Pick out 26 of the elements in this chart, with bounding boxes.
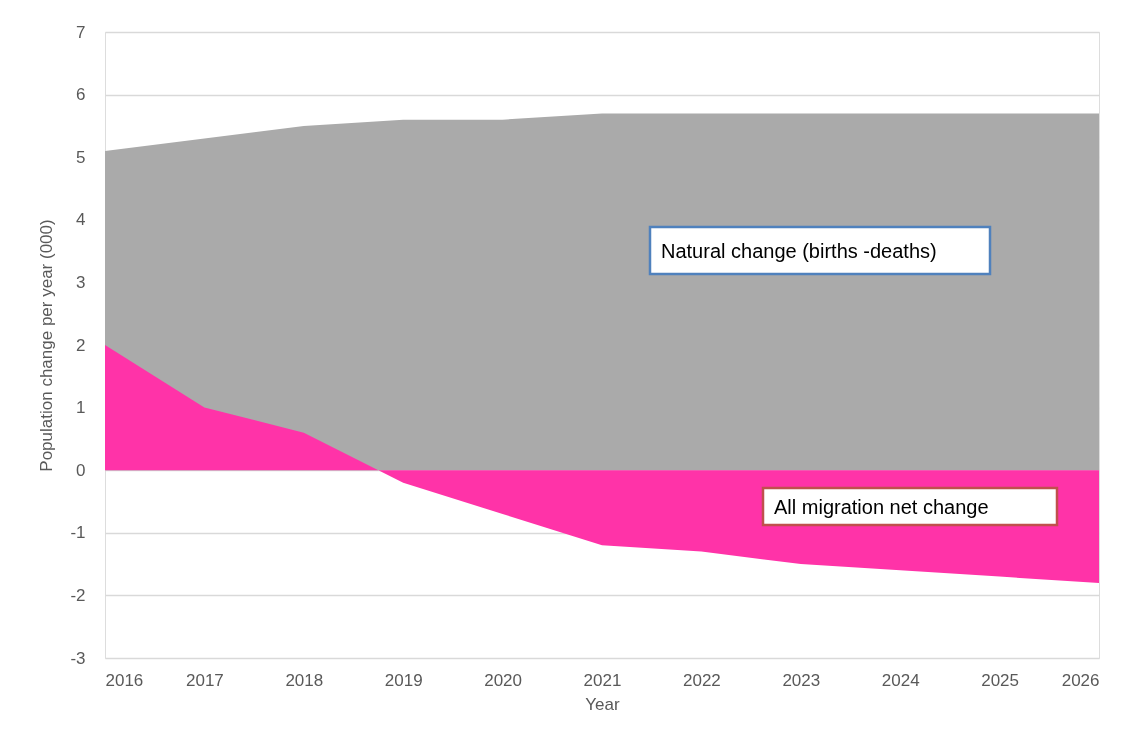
- y-axis-title: Population change per year (000): [37, 219, 57, 472]
- x-tick-label: 2020: [484, 670, 523, 690]
- y-tick-label: -2: [70, 585, 86, 605]
- y-tick-label: 3: [76, 272, 86, 292]
- y-tick-label: 0: [76, 460, 86, 480]
- y-tick-label: 5: [76, 147, 86, 167]
- y-tick-label: 1: [76, 398, 86, 418]
- x-tick-label: 2024: [881, 670, 920, 690]
- y-tick-label: -3: [70, 648, 86, 668]
- x-axis-title: Year: [585, 694, 621, 714]
- y-tick-label: 7: [76, 22, 86, 42]
- x-tick-label: 2022: [682, 670, 721, 690]
- x-tick-label: 2026: [1061, 670, 1100, 690]
- series-label: All migration net change: [774, 495, 989, 518]
- x-tick-label: 2016: [105, 670, 144, 690]
- x-tick-label: 2017: [185, 670, 224, 690]
- x-tick-label: 2023: [782, 670, 821, 690]
- y-tick-label: 2: [76, 335, 86, 355]
- y-tick-label: -1: [70, 523, 86, 543]
- x-tick-label: 2018: [285, 670, 324, 690]
- x-tick-label: 2025: [981, 670, 1020, 690]
- x-tick-label: 2021: [583, 670, 622, 690]
- series-label: Natural change (births -deaths): [661, 239, 937, 262]
- y-tick-label: 6: [76, 85, 86, 105]
- y-tick-label: 4: [76, 210, 86, 230]
- x-tick-label: 2019: [384, 670, 423, 690]
